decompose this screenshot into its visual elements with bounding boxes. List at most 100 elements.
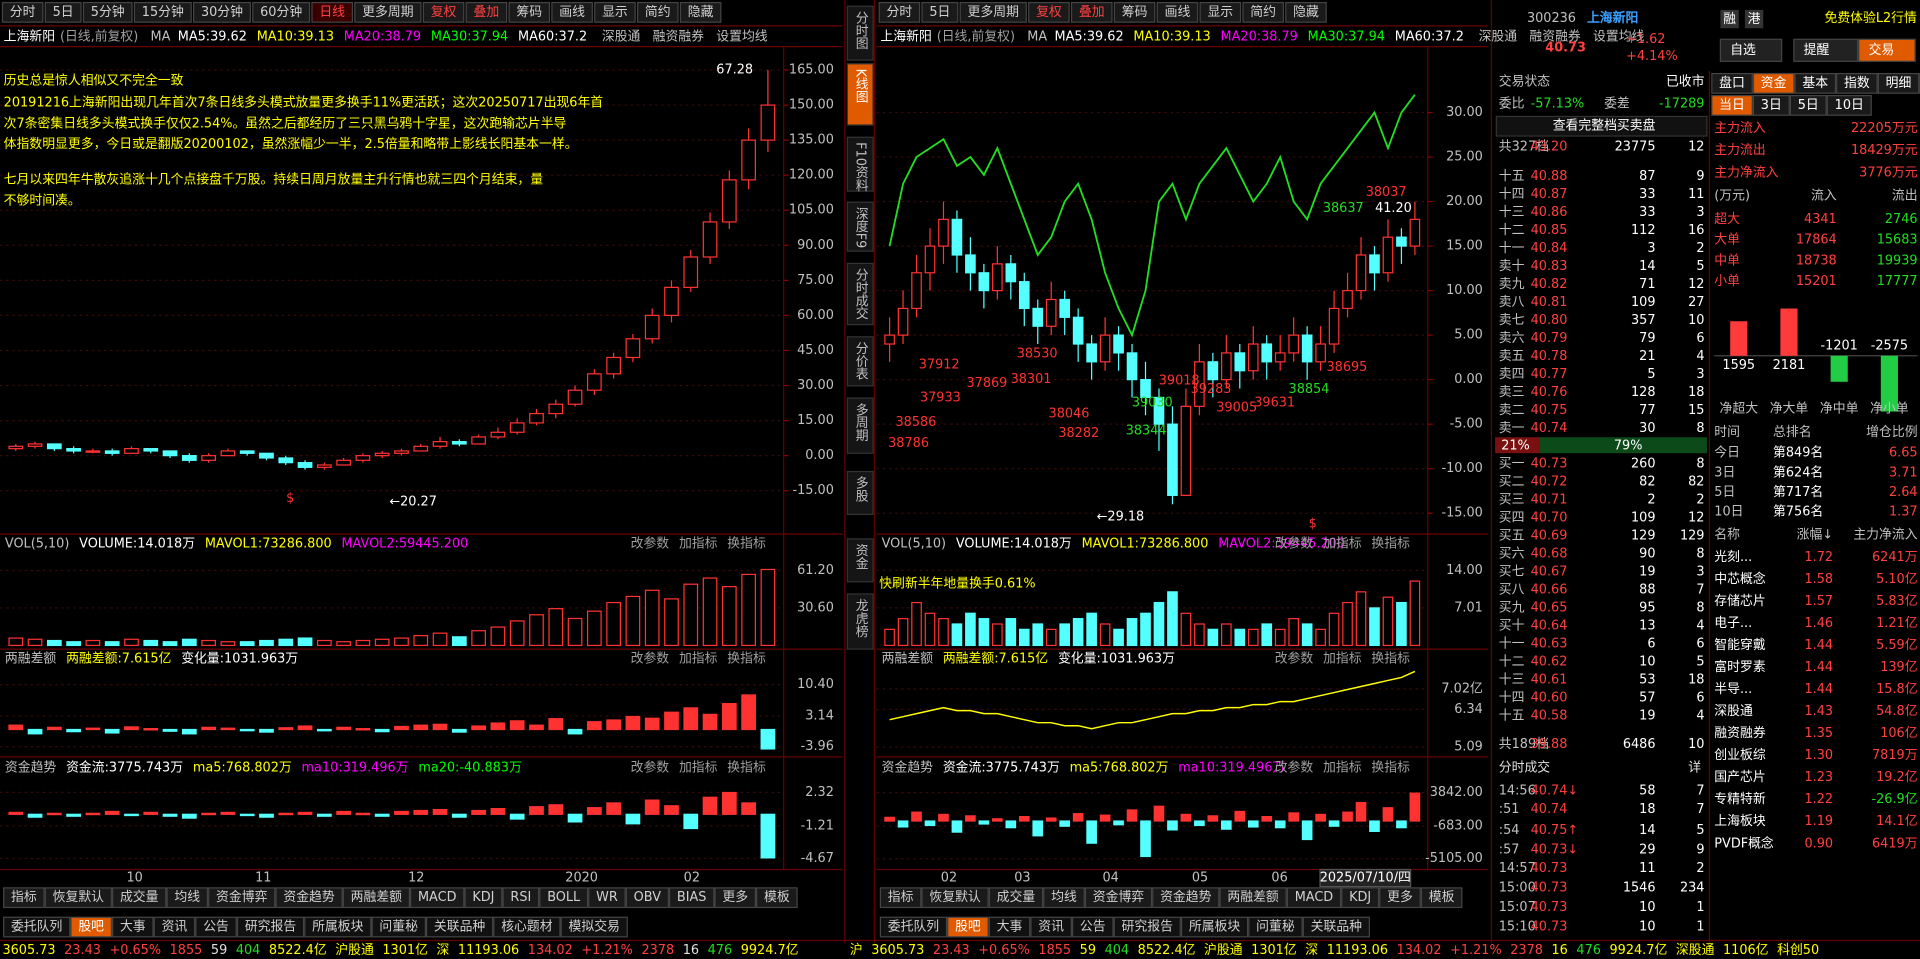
indicator-tab-box[interactable] <box>539 887 589 909</box>
toolbar-button-box[interactable] <box>422 1 465 23</box>
indicator-tab[interactable]: 指标 <box>11 890 37 905</box>
toolbar-button-box[interactable] <box>679 1 722 23</box>
toolbar-button-box[interactable] <box>1070 1 1113 23</box>
indicator-tab[interactable]: 模板 <box>1429 890 1455 905</box>
toolbar-button[interactable]: 5分钟 <box>91 4 125 20</box>
toolbar-button-box[interactable] <box>1113 1 1156 23</box>
fund-tab[interactable]: 指数 <box>1844 76 1870 91</box>
side-tab-label[interactable]: 分价表 <box>853 342 868 381</box>
fund-tab-box[interactable] <box>1877 72 1920 94</box>
toolbar-button-box[interactable] <box>82 1 133 23</box>
toolbar-button[interactable]: 分时 <box>10 5 36 20</box>
toolbar-button[interactable]: 更多周期 <box>362 5 413 20</box>
sector-name[interactable]: 电子... <box>1714 616 1752 631</box>
indicator-tab[interactable]: 成交量 <box>997 889 1036 905</box>
indicator-tab-box[interactable] <box>921 887 989 909</box>
toolbar-button[interactable]: 30分钟 <box>201 4 243 20</box>
fund-period[interactable]: 5日 <box>1798 98 1819 113</box>
sector-name[interactable]: PVDF概念 <box>1714 835 1774 851</box>
toolbar-button[interactable]: 复权 <box>1036 4 1062 20</box>
indicator-tab[interactable]: 两融差额 <box>1227 890 1279 905</box>
indicator-tab[interactable]: 恢复默认 <box>53 889 105 905</box>
toolbar-button[interactable]: 简约 <box>645 5 671 20</box>
toolbar-button[interactable]: 画线 <box>1165 5 1191 20</box>
fund-tab[interactable]: 明细 <box>1886 76 1912 91</box>
indicator-tab-box[interactable] <box>988 887 1044 909</box>
info-tab-box[interactable] <box>988 916 1031 938</box>
ob-full-button[interactable] <box>1495 115 1708 137</box>
info-tab[interactable]: 核心题材 <box>501 920 553 935</box>
indicator-tab[interactable]: MACD <box>418 890 457 905</box>
info-tab[interactable]: 研究报告 <box>245 920 297 935</box>
indicator-tab[interactable]: BOLL <box>547 890 581 905</box>
indicator-tab[interactable]: 两融差额 <box>351 890 403 905</box>
side-tab[interactable] <box>846 63 874 126</box>
side-tab[interactable] <box>846 136 874 192</box>
fund-period-box[interactable] <box>1711 95 1753 116</box>
info-tab[interactable]: 股吧 <box>955 920 981 935</box>
sector-name[interactable]: 富时罗素 <box>1714 659 1766 675</box>
fund-period[interactable]: 10日 <box>1835 98 1864 113</box>
info-tab[interactable]: 股吧 <box>78 920 104 935</box>
indicator-tab-box[interactable] <box>625 887 669 909</box>
side-tab[interactable] <box>846 336 874 387</box>
indicator-tab[interactable]: BIAS <box>677 890 707 905</box>
quote-button[interactable] <box>1793 38 1859 62</box>
fund-period[interactable]: 3日 <box>1761 98 1782 113</box>
info-tab[interactable]: 模拟交易 <box>569 919 620 935</box>
info-tab[interactable]: 所属板块 <box>312 920 364 935</box>
info-tab[interactable]: 所属板块 <box>1189 920 1241 935</box>
info-tab[interactable]: 资讯 <box>162 920 188 935</box>
info-tab-box[interactable] <box>304 916 372 938</box>
toolbar-button-box[interactable] <box>636 1 679 23</box>
toolbar-button[interactable]: 日线 <box>319 5 345 20</box>
promo-link[interactable]: 免费体验L2行情 <box>1824 10 1917 26</box>
toolbar-button[interactable]: 分时 <box>887 5 913 20</box>
indicator-tab-box[interactable] <box>1043 887 1085 909</box>
toolbar-button-box[interactable] <box>959 1 1027 23</box>
toolbar-button[interactable]: 筹码 <box>1122 4 1148 20</box>
toolbar-button-box[interactable] <box>354 1 422 23</box>
indicator-tab-box[interactable] <box>1286 887 1342 909</box>
info-tab-box[interactable] <box>371 916 426 938</box>
fund-tab-box[interactable] <box>1711 72 1753 94</box>
info-tab-box[interactable] <box>879 916 948 938</box>
fund-tab[interactable]: 基本 <box>1802 76 1828 91</box>
quote-button-label[interactable]: 交易 <box>1869 42 1895 58</box>
indicator-tab-box[interactable] <box>3 887 45 909</box>
info-tab[interactable]: 大事 <box>120 920 146 935</box>
indicator-tab[interactable]: 恢复默认 <box>929 889 981 905</box>
indicator-tab-box[interactable] <box>714 887 757 909</box>
sector-name[interactable]: 半导... <box>1714 682 1752 697</box>
sector-name[interactable]: 国产芯片 <box>1714 770 1765 785</box>
toolbar-button[interactable]: 筹码 <box>516 4 542 20</box>
indicator-tab[interactable]: 模板 <box>764 890 790 905</box>
info-tab-box[interactable] <box>1180 916 1249 938</box>
side-tab-label[interactable]: 多周期 <box>853 403 868 443</box>
toolbar-button-box[interactable] <box>921 1 959 23</box>
toolbar-button-box[interactable] <box>193 1 251 23</box>
toolbar-button[interactable]: 叠加 <box>1079 5 1105 20</box>
indicator-tab[interactable]: 更多 <box>722 890 748 905</box>
indicator-tab-box[interactable] <box>756 887 798 909</box>
side-tab-label[interactable]: 深度F9 <box>853 207 868 248</box>
indicator-tab-box[interactable] <box>1341 887 1380 909</box>
info-tab-box[interactable] <box>425 916 494 938</box>
indicator-tab-box[interactable] <box>879 887 922 909</box>
indicator-tab-box[interactable] <box>208 887 276 909</box>
info-tab[interactable]: 资讯 <box>1038 920 1064 935</box>
side-tab[interactable] <box>846 5 874 61</box>
sector-name[interactable]: 光刻... <box>1714 550 1752 565</box>
indicator-tab-box[interactable] <box>1379 887 1421 909</box>
info-tab[interactable]: 问董秘 <box>1256 920 1295 935</box>
indicator-tab-box[interactable] <box>111 887 167 909</box>
indicator-tab[interactable]: 均线 <box>174 890 200 905</box>
info-tab-box[interactable] <box>1071 916 1114 938</box>
side-tab-label[interactable]: 多股 <box>853 476 868 502</box>
info-tab[interactable]: 公告 <box>203 920 229 935</box>
info-tab-box[interactable] <box>1113 916 1181 938</box>
sector-name[interactable]: 专精特新 <box>1714 791 1766 807</box>
toolbar-button[interactable]: 更多周期 <box>968 5 1019 20</box>
indicator-tab[interactable]: KDJ <box>472 890 494 905</box>
indicator-tab[interactable]: 资金博弈 <box>216 889 268 905</box>
